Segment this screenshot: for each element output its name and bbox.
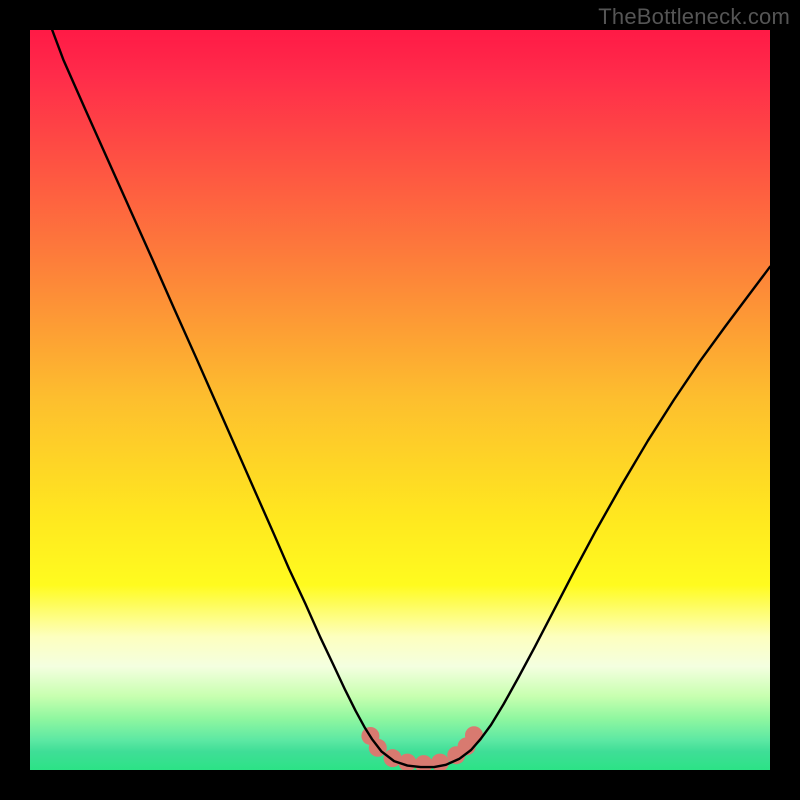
marker-dot <box>465 726 483 744</box>
plot-area <box>30 30 770 770</box>
chart-svg <box>30 30 770 770</box>
gradient-background <box>30 30 770 770</box>
chart-container: TheBottleneck.com <box>0 0 800 800</box>
watermark-text: TheBottleneck.com <box>598 4 790 30</box>
